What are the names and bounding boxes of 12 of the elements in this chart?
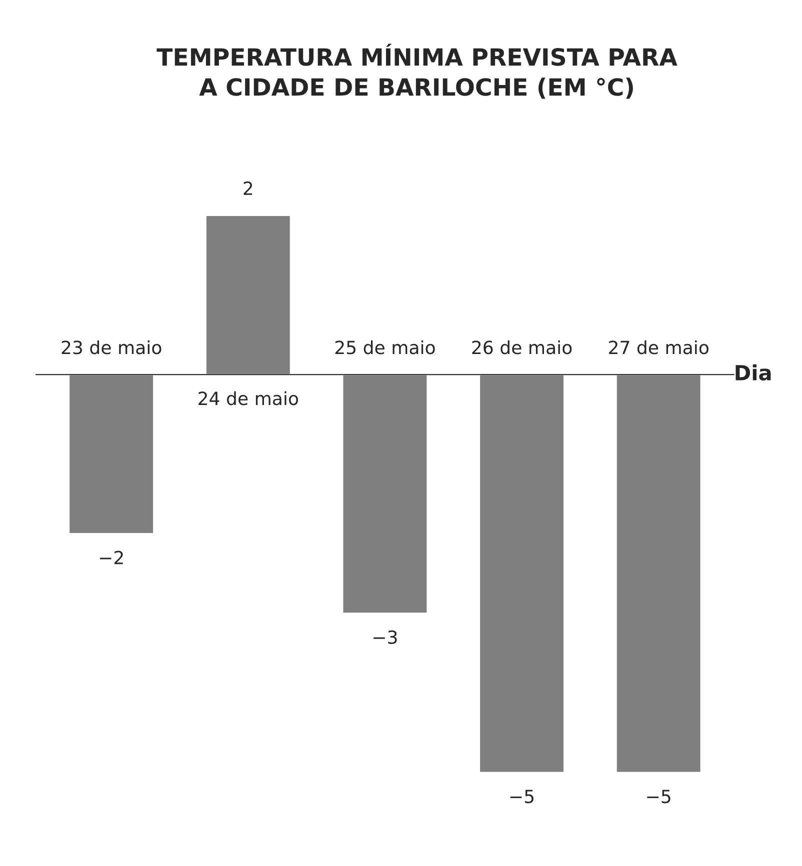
x-tick-label: 24 de maio bbox=[198, 391, 298, 406]
x-axis-title: Dia bbox=[736, 364, 771, 381]
x-tick-label: 25 de maio bbox=[335, 340, 435, 354]
data-label: −2 bbox=[100, 550, 123, 564]
chart-title: TEMPERATURA MÍNIMA PREVISTA PARA A CIDADE DE BARILOCHE (EM °C) bbox=[156, 44, 678, 99]
data-label: −5 bbox=[647, 790, 670, 804]
data-label: 2 bbox=[244, 181, 252, 195]
x-tick-label: 27 de maio bbox=[609, 340, 708, 354]
data-label: −3 bbox=[374, 630, 397, 644]
x-tick-label: 23 de maio bbox=[62, 340, 162, 354]
data-label: −5 bbox=[510, 790, 534, 804]
x-tick-label: 26 de maio bbox=[472, 340, 572, 354]
